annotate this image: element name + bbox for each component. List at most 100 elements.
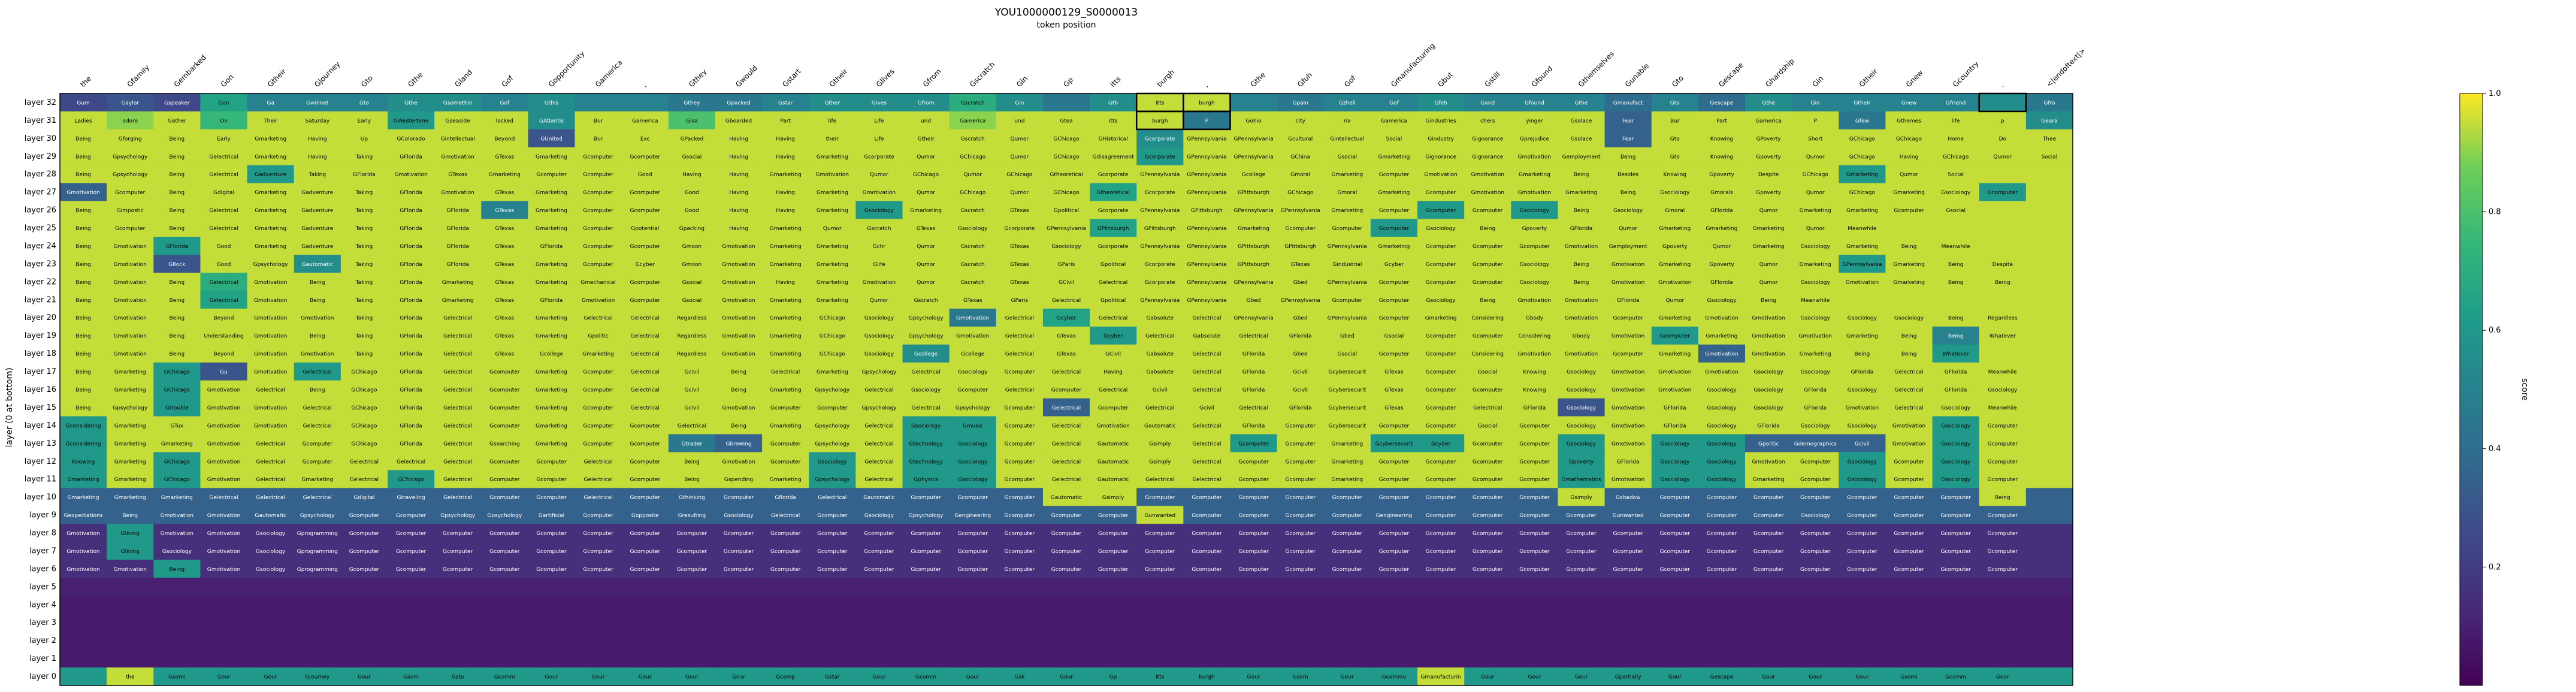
heatmap-cell [1370,398,1418,417]
heatmap-cell [855,452,903,471]
cell-label: Gelectrical [443,405,472,411]
cell-label: Gelectrical [1145,405,1174,411]
heatmap-cell [481,416,528,435]
heatmap-cell [902,614,950,632]
heatmap-cell [621,111,669,130]
cell-label: Gcomputer [724,549,754,555]
heatmap-cell [1651,111,1699,130]
cell-label: Having [729,136,748,142]
heatmap-cell [528,362,575,381]
cell-label: Gmoral [1337,190,1357,196]
heatmap-cell [200,147,247,166]
heatmap-cell [855,147,903,166]
cell-label: Gcomputer [1566,549,1597,555]
heatmap-cell [1511,649,1558,668]
cell-label: Gcomputer [1800,477,1831,483]
cell-label: Gcomputer [396,549,427,555]
heatmap-cell [1604,183,1652,202]
heatmap-cell [809,291,856,309]
heatmap-cell [387,273,435,291]
heatmap-cell [1464,201,1511,219]
heatmap-cell [1136,614,1184,632]
heatmap-cell [387,380,435,399]
heatmap-cell [1511,362,1558,381]
heatmap-cell [575,649,622,668]
cell-label: Gour [639,675,652,681]
cell-label: Gmarketing [1753,477,1785,483]
cell-label: Gelectrical [209,298,238,304]
cell-label: Exc [640,136,650,142]
heatmap-cell [60,273,107,291]
cell-label: Gsocial [1338,154,1357,160]
heatmap-cell [1230,398,1278,417]
cell-label: Gfew [1855,118,1869,124]
cell-label: Gpsychology [861,405,897,411]
cell-label: Being [1948,262,1964,268]
heatmap-cell [1323,273,1371,291]
cell-label: Their [263,118,277,124]
cell-label: Gmarketing [301,477,333,483]
cell-label: Gmarketing [770,172,802,178]
cell-label: Gmarketing [770,298,802,304]
cell-label: GPennsylvania [1328,280,1367,286]
heatmap-cell [1932,380,1980,399]
heatmap-cell [1792,183,1839,202]
cell-label: Gescape [1710,100,1733,106]
cell-label: Gum [77,100,89,106]
heatmap-cell [1323,596,1371,614]
heatmap-cell [1885,237,1933,255]
cell-label: GFlorida [1945,388,1967,394]
cell-label: Meanwhile [1988,370,2018,376]
cell-label: Gdemographics [1794,441,1837,447]
cell-label: Gu [220,370,228,376]
heatmap-cell [481,93,528,112]
cell-label: GFlorida [1757,423,1780,429]
cell-label: Gpoverty [1709,172,1734,178]
cell-label: Considering [1471,316,1504,322]
heatmap-cell [1885,129,1933,148]
y-tick-label: layer 10 [25,493,56,502]
cell-label: Gcomputer [1379,298,1410,304]
cell-label: Gengineering [954,513,991,519]
heatmap-cell [481,614,528,632]
y-tick-label: layer 17 [25,367,56,376]
heatmap-cell [1230,183,1278,202]
cell-label: Gcomputer [1660,334,1691,340]
heatmap-cell [1370,362,1418,381]
heatmap-cell [2025,488,2073,507]
heatmap-cell [1183,309,1230,327]
heatmap-cell [1230,291,1278,309]
heatmap-cell [762,380,809,399]
cell-label: Gpoverty [1756,190,1781,196]
heatmap-cell [528,237,575,255]
cell-label: Gadventure [301,226,334,232]
heatmap-cell [1698,434,1746,453]
heatmap-cell [1090,255,1137,273]
heatmap-cell [762,111,809,130]
heatmap-cell [1464,183,1511,202]
heatmap-cell [1745,219,1792,237]
heatmap-cell [1511,596,1558,614]
cell-label: Gmotivation [207,441,240,447]
heatmap-cell [1136,93,1184,112]
heatmap-cell [575,291,622,309]
cell-label: GChicago [351,370,377,376]
cell-label: Gmarketing [1331,172,1363,178]
heatmap-cell [153,111,201,130]
heatmap-cell [481,111,528,130]
cell-label: GFlorida [1710,280,1733,286]
cell-label: Gcomputer [1238,477,1269,483]
heatmap-cell [1604,309,1652,327]
cell-label: Gpacked [727,100,750,106]
cell-label: Gcomputer [396,567,427,573]
heatmap-cell [621,398,669,417]
heatmap-cell [294,111,341,130]
heatmap-cell [481,578,528,596]
heatmap-cell [1277,470,1325,489]
heatmap-cell [60,398,107,417]
cell-label: Gmotivation [1565,316,1598,322]
x-tick-label: Gstill [1483,70,1501,89]
cell-label: GTexas [495,298,515,304]
cell-label: Gbed [1293,352,1308,358]
cell-label: GPoverty [1756,136,1782,142]
